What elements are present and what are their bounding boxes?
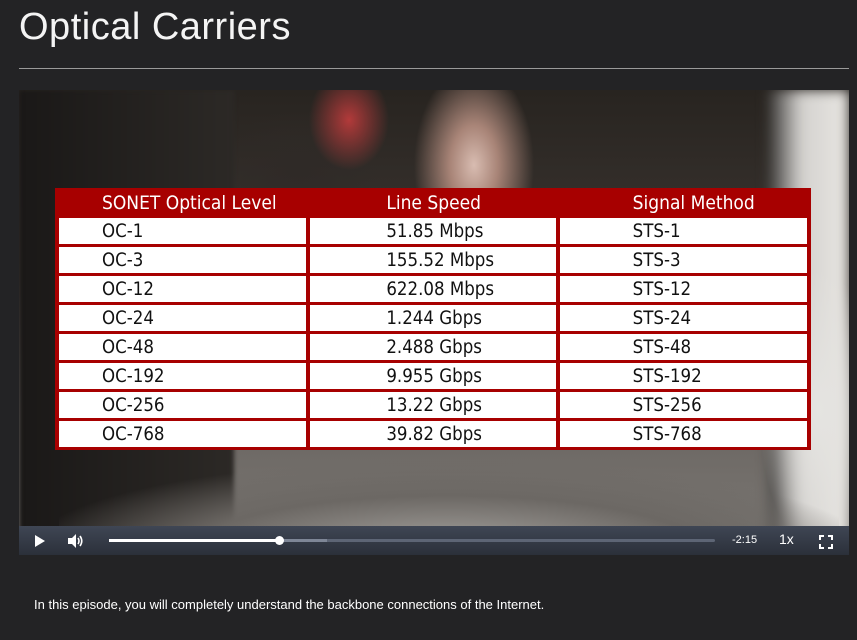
cell-signal: STS-3: [559, 247, 807, 273]
table-row: OC-256 13.22 Gbps STS-256: [59, 392, 807, 418]
volume-icon: [68, 533, 83, 548]
playback-speed-button[interactable]: 1x: [779, 531, 794, 547]
cell-signal: STS-24: [559, 305, 807, 331]
table-row: OC-1 51.85 Mbps STS-1: [59, 218, 807, 244]
cell-level: OC-192: [59, 363, 307, 389]
video-player[interactable]: SONET Optical Level Line Speed Signal Me…: [19, 90, 849, 555]
table-row: OC-24 1.244 Gbps STS-24: [59, 305, 807, 331]
column-header-speed: Line Speed: [386, 192, 481, 214]
fullscreen-button[interactable]: [819, 534, 833, 549]
cell-speed: 622.08 Mbps: [310, 276, 556, 302]
fullscreen-icon: [819, 535, 833, 549]
play-icon: [35, 534, 45, 547]
cell-signal: STS-48: [559, 334, 807, 360]
cell-signal: STS-12: [559, 276, 807, 302]
cell-level: OC-12: [59, 276, 307, 302]
cell-level: OC-1: [59, 218, 307, 244]
seek-bar[interactable]: [109, 536, 715, 545]
table-row: OC-12 622.08 Mbps STS-12: [59, 276, 807, 302]
seek-handle[interactable]: [274, 536, 284, 545]
cell-signal: STS-1: [559, 218, 807, 244]
title-divider: [19, 68, 849, 69]
cell-speed: 9.955 Gbps: [310, 363, 556, 389]
cell-signal: STS-768: [559, 421, 807, 447]
play-button[interactable]: [22, 526, 58, 555]
table-row: OC-48 2.488 Gbps STS-48: [59, 334, 807, 360]
sonet-table: SONET Optical Level Line Speed Signal Me…: [55, 188, 811, 450]
column-header-signal: Signal Method: [632, 192, 755, 214]
cell-level: OC-256: [59, 392, 307, 418]
cell-speed: 2.488 Gbps: [310, 334, 556, 360]
table-row: OC-192 9.955 Gbps STS-192: [59, 363, 807, 389]
cell-level: OC-48: [59, 334, 307, 360]
cell-signal: STS-192: [559, 363, 807, 389]
played-bar: [109, 539, 279, 542]
cell-speed: 1.244 Gbps: [310, 305, 556, 331]
episode-description: In this episode, you will completely und…: [34, 597, 545, 612]
table-header-row: SONET Optical Level Line Speed Signal Me…: [59, 191, 807, 215]
cell-speed: 13.22 Gbps: [310, 392, 556, 418]
cell-speed: 51.85 Mbps: [310, 218, 556, 244]
page-title: Optical Carriers: [19, 6, 291, 48]
cell-level: OC-3: [59, 247, 307, 273]
cell-speed: 39.82 Gbps: [310, 421, 556, 447]
table-row: OC-3 155.52 Mbps STS-3: [59, 247, 807, 273]
time-remaining: -2:15: [732, 534, 758, 546]
player-controls: -2:15 1x: [19, 526, 849, 555]
cell-signal: STS-256: [559, 392, 807, 418]
cell-level: OC-768: [59, 421, 307, 447]
table-row: OC-768 39.82 Gbps STS-768: [59, 421, 807, 447]
cell-speed: 155.52 Mbps: [310, 247, 556, 273]
cell-level: OC-24: [59, 305, 307, 331]
volume-button[interactable]: [58, 526, 94, 555]
column-header-level: SONET Optical Level: [102, 192, 277, 214]
